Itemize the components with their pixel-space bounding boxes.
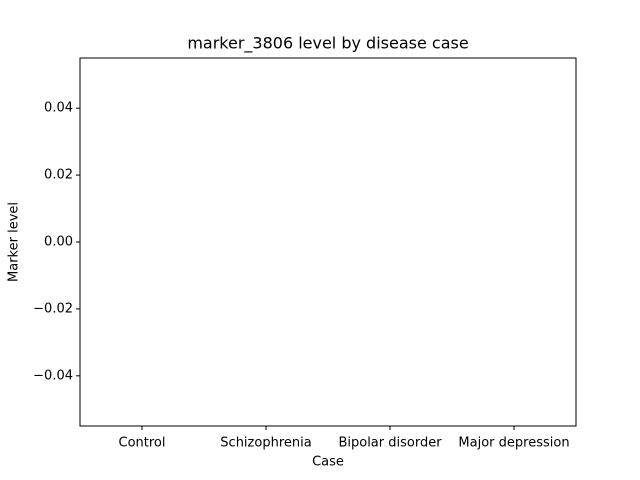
x-axis-label: Case	[312, 455, 344, 470]
y-axis-label: Marker level	[7, 202, 22, 282]
y-tick-label: −0.02	[33, 301, 73, 316]
y-tick-label: 0.00	[44, 235, 73, 250]
x-tick-label: Control	[119, 436, 166, 451]
y-tick-label: 0.02	[44, 168, 73, 183]
y-tick-label: −0.04	[33, 368, 73, 383]
x-tick-label: Bipolar disorder	[338, 436, 442, 451]
chart-title: marker_3806 level by disease case	[187, 34, 468, 54]
y-tick-label: 0.04	[44, 101, 73, 116]
x-tick-label: Major depression	[458, 436, 569, 451]
x-tick-label: Schizophrenia	[220, 436, 311, 451]
